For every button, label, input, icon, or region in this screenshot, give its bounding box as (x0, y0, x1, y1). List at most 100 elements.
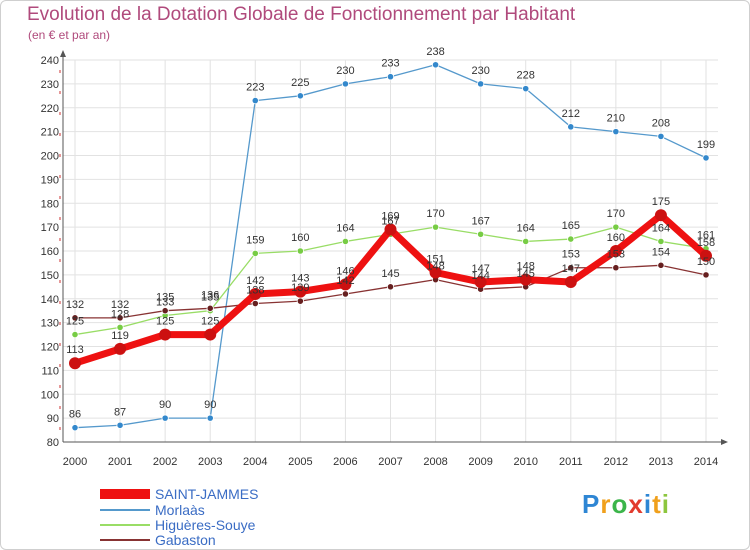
data-point (657, 237, 665, 246)
legend-swatch-morlaas (100, 509, 150, 511)
data-point (161, 414, 169, 422)
data-label: 86 (69, 409, 81, 421)
data-point (116, 323, 124, 331)
data-point (477, 230, 485, 238)
data-point (657, 132, 665, 140)
x-tick-label: 2004 (243, 456, 267, 468)
x-tick-label: 2000 (63, 456, 87, 468)
data-label: 164 (652, 222, 670, 234)
data-label: 132 (111, 299, 129, 311)
data-label: 151 (426, 253, 444, 265)
x-tick-label: 2010 (513, 456, 537, 468)
legend-swatch-gabaston (100, 539, 150, 541)
x-tick-label: 2002 (153, 456, 177, 468)
y-tick-label: 240 (41, 55, 59, 67)
data-label: 170 (607, 208, 625, 220)
y-tick-label: 200 (41, 151, 59, 163)
y-tick-label: 130 (41, 318, 59, 330)
legend-label-saint-jammes: SAINT-JAMMES (155, 486, 259, 502)
data-point (206, 414, 214, 422)
data-point (71, 314, 79, 322)
y-tick-label: 140 (41, 294, 59, 306)
data-label: 90 (159, 399, 171, 411)
data-point (384, 223, 397, 236)
data-label: 164 (336, 222, 354, 234)
data-label: 145 (517, 268, 535, 280)
data-point (161, 307, 169, 315)
data-label: 113 (66, 344, 84, 356)
data-point (251, 299, 259, 308)
data-point (251, 96, 259, 105)
data-label: 167 (381, 215, 399, 227)
legend-label-morlaas: Morlaàs (155, 502, 205, 518)
data-label: 175 (652, 196, 670, 208)
data-label: 143 (291, 273, 309, 285)
data-label: 142 (336, 275, 354, 287)
legend-label-gabaston: Gabaston (155, 532, 216, 548)
data-point (341, 237, 350, 246)
data-point (296, 297, 304, 305)
data-label: 148 (517, 261, 535, 273)
data-label: 153 (562, 249, 580, 261)
data-label: 139 (291, 282, 309, 294)
data-label: 161 (697, 230, 715, 242)
data-label: 233 (381, 58, 399, 70)
data-label: 87 (114, 406, 126, 418)
data-label: 144 (471, 270, 489, 282)
data-point (71, 330, 79, 339)
data-point (702, 271, 710, 279)
legend-label-higueres-souye: Higuères-Souye (155, 517, 256, 533)
data-label: 223 (246, 82, 264, 94)
data-point (249, 287, 262, 300)
data-label: 135 (201, 292, 219, 304)
x-tick-label: 2011 (559, 456, 583, 468)
data-point (206, 304, 214, 312)
data-label: 147 (471, 263, 489, 275)
data-point (612, 223, 620, 231)
data-label: 160 (291, 232, 309, 244)
data-point (386, 283, 395, 291)
data-point (609, 245, 622, 257)
y-tick-label: 230 (41, 79, 59, 91)
data-label: 165 (562, 220, 580, 232)
data-label: 228 (517, 70, 535, 82)
data-point (341, 290, 350, 298)
data-label: 125 (201, 316, 219, 328)
data-point (522, 237, 530, 246)
data-label: 90 (204, 399, 216, 411)
data-point (339, 278, 352, 291)
data-label: 212 (562, 108, 580, 120)
chart-title: Evolution de la Dotation Globale de Fonc… (27, 4, 576, 25)
data-point (159, 328, 172, 341)
data-label: 208 (652, 117, 670, 129)
data-label: 119 (111, 330, 129, 342)
data-label: 135 (156, 292, 174, 304)
data-label: 132 (66, 299, 84, 311)
data-point (204, 328, 217, 341)
data-label: 128 (111, 308, 129, 320)
y-tick-label: 160 (41, 246, 59, 258)
data-point (522, 85, 530, 93)
data-point (702, 154, 710, 162)
x-tick-label: 2013 (649, 456, 673, 468)
data-label: 210 (607, 113, 625, 125)
y-tick-label: 90 (47, 413, 59, 425)
data-label: 125 (66, 316, 84, 328)
y-tick-label: 190 (41, 174, 59, 186)
y-tick-label: 80 (47, 437, 59, 449)
data-point (612, 264, 620, 272)
proxiti-logo[interactable]: Proxiti (582, 489, 670, 519)
y-tick-label: 210 (41, 127, 59, 139)
data-label: 133 (156, 296, 174, 308)
chart-subtitle: (en € et par an) (28, 28, 111, 42)
data-label: 170 (426, 208, 444, 220)
data-point (474, 276, 487, 289)
data-point (386, 73, 395, 81)
data-point (700, 249, 712, 262)
data-point (296, 92, 304, 100)
data-point (519, 273, 532, 286)
data-label: 150 (697, 256, 715, 268)
x-tick-label: 2003 (198, 456, 222, 468)
data-point (654, 209, 667, 222)
